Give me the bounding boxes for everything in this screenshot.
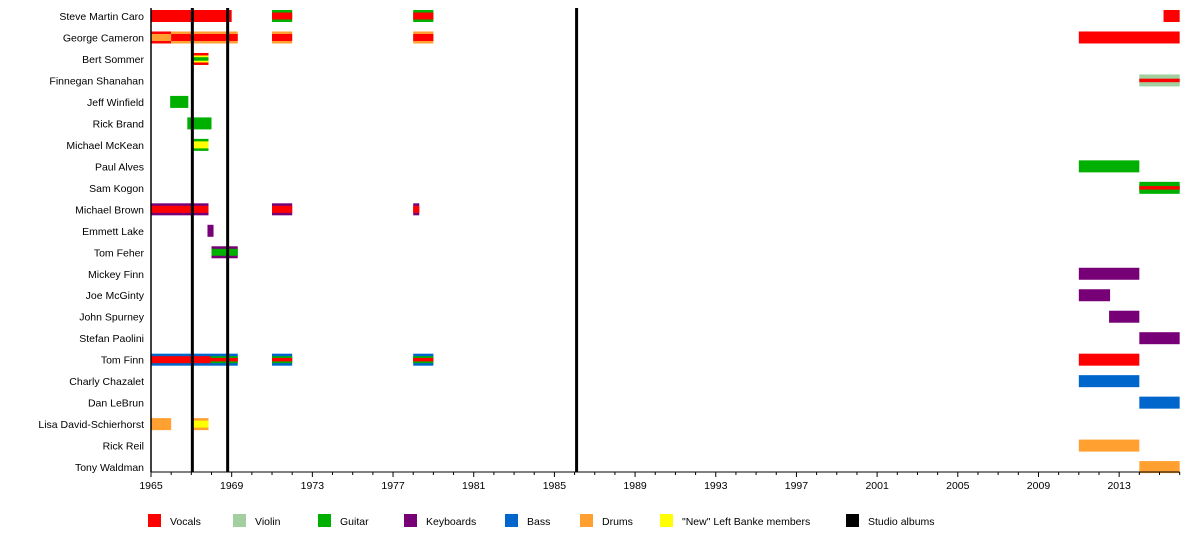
member-label: Steve Martin Caro (59, 11, 144, 23)
legend-swatch-vocals (148, 514, 161, 527)
x-tick-label: 1981 (462, 480, 486, 492)
bar-vocals (1139, 78, 1180, 83)
bar-new (193, 420, 209, 428)
bar-vocals (1139, 186, 1180, 190)
member-label: Stefan Paolini (79, 333, 144, 345)
bar-vocals (1078, 353, 1140, 366)
bar-vocals (151, 356, 211, 364)
member-label: John Spurney (79, 312, 145, 324)
member-label: Bert Sommer (82, 54, 144, 66)
legend-swatch-albums (846, 514, 859, 527)
member-label: Michael McKean (66, 140, 144, 152)
x-tick-label: 1977 (381, 480, 405, 492)
bar-vocals (272, 33, 293, 41)
bar-guitar (211, 248, 238, 256)
member-label: Paul Alves (95, 161, 144, 173)
bar-vocals (1163, 10, 1180, 22)
x-tick-label: 1985 (543, 480, 567, 492)
x-tick-label: 2013 (1107, 480, 1131, 492)
member-label: Michael Brown (75, 204, 144, 216)
bar-drums (151, 418, 172, 431)
bar-vocals (1078, 31, 1180, 44)
legend-swatch-drums (580, 514, 593, 527)
member-label: Dan LeBrun (88, 398, 144, 410)
bar-drums (1139, 461, 1180, 474)
bar-bass (1139, 396, 1180, 409)
member-label: Tom Finn (101, 355, 144, 367)
x-tick-label: 2001 (865, 480, 889, 492)
bar-vocals (210, 357, 238, 362)
x-tick-label: 1993 (704, 480, 728, 492)
legend-label-guitar: Guitar (340, 516, 369, 528)
bar-guitar (170, 95, 189, 108)
legend-swatch-keyboards (404, 514, 417, 527)
member-label: Tom Feher (94, 247, 145, 259)
bar-drums (151, 33, 172, 41)
bar-keyboards (1139, 332, 1180, 345)
member-label: Joe McGinty (86, 290, 145, 302)
legend-label-bass: Bass (527, 516, 550, 528)
legend-label-vocals: Vocals (170, 516, 201, 528)
legend-swatch-guitar (318, 514, 331, 527)
bar-keyboards (1078, 289, 1111, 302)
bar-vocals (272, 205, 293, 213)
x-tick-label: 1989 (623, 480, 647, 492)
bar-guitar (187, 117, 212, 130)
bar-bass (1078, 375, 1140, 388)
legend-swatch-violin (233, 514, 246, 527)
x-tick-label: 1965 (139, 480, 163, 492)
bar-keyboards (1109, 310, 1140, 323)
member-label: Lisa David-Schierhorst (38, 419, 144, 431)
bar-vocals (171, 33, 238, 41)
legend-swatch-bass (505, 514, 518, 527)
bar-guitar (1078, 160, 1140, 173)
x-tick-label: 1973 (301, 480, 325, 492)
bar-keyboards (1078, 267, 1140, 280)
legend-label-new: "New" Left Banke members (682, 516, 810, 528)
x-tick-label: 2009 (1027, 480, 1051, 492)
x-tick-label: 1997 (785, 480, 809, 492)
bar-vocals (272, 12, 293, 20)
bar-vocals (413, 357, 434, 362)
bar-new (193, 141, 209, 149)
member-label: Jeff Winfield (87, 97, 144, 109)
member-label: Rick Brand (93, 118, 145, 130)
x-tick-label: 1969 (220, 480, 244, 492)
member-label: Sam Kogon (89, 183, 144, 195)
bar-vocals (272, 357, 293, 362)
bar-drums (1078, 439, 1140, 452)
bar-keyboards (207, 224, 214, 237)
member-label: Charly Chazalet (69, 376, 144, 388)
legend-label-keyboards: Keyboards (426, 516, 476, 528)
legend-label-violin: Violin (255, 516, 281, 528)
bar-vocals (151, 205, 209, 213)
bar-vocals (413, 33, 434, 41)
member-label: Tony Waldman (75, 462, 144, 474)
member-label: Emmett Lake (82, 226, 144, 238)
member-label: Rick Reil (103, 441, 144, 453)
legend-label-drums: Drums (602, 516, 633, 528)
legend-swatch-new (660, 514, 673, 527)
bar-vocals (413, 12, 434, 20)
member-label: Mickey Finn (88, 269, 144, 281)
member-label: Finnegan Shanahan (49, 75, 144, 87)
member-label: George Cameron (63, 32, 144, 44)
x-tick-label: 2005 (946, 480, 970, 492)
bar-guitar (193, 57, 209, 61)
legend-label-albums: Studio albums (868, 516, 935, 528)
bar-vocals (413, 205, 420, 213)
